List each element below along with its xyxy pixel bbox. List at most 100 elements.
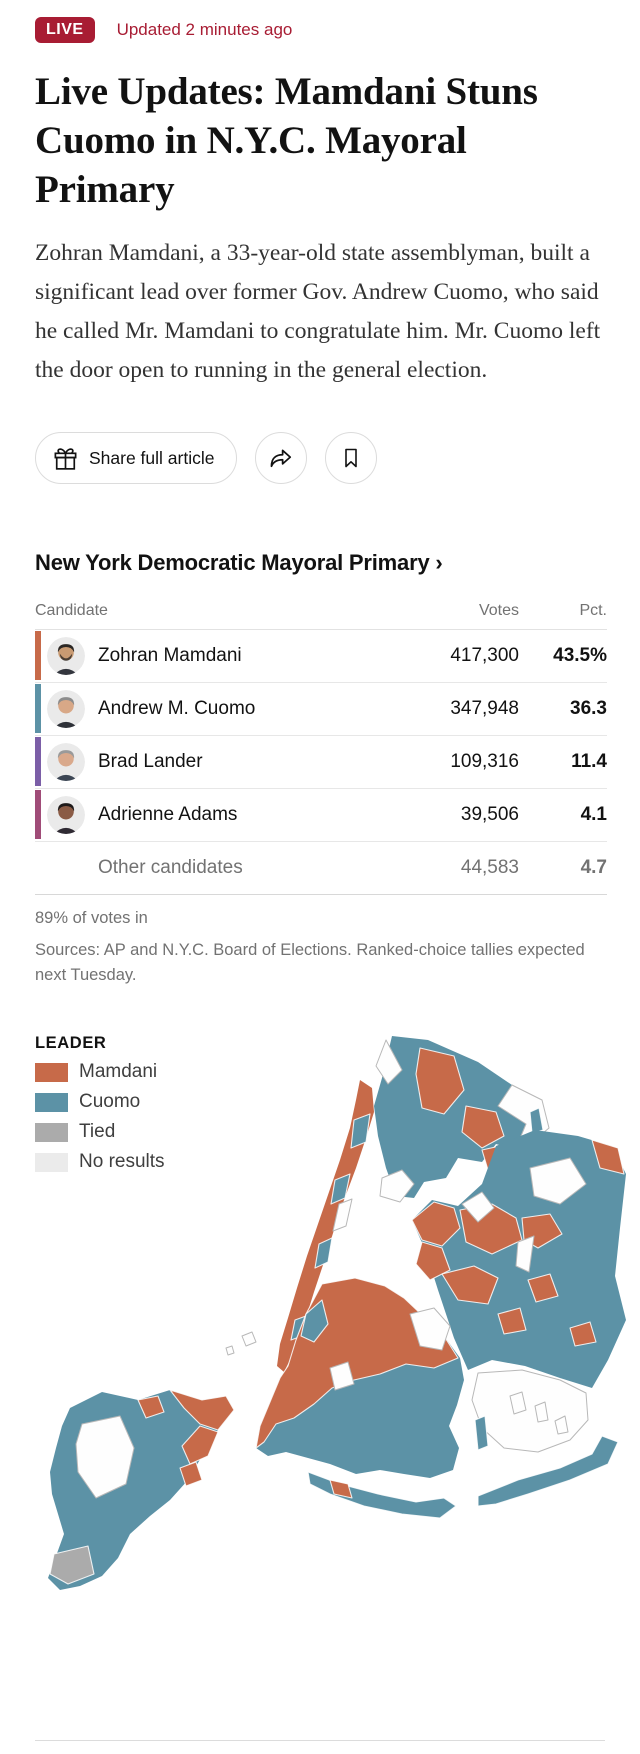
legend-item-none: No results — [35, 1151, 165, 1173]
results-table-header: Candidate Votes Pct. — [35, 602, 607, 631]
map-region-cuomo — [474, 1415, 489, 1451]
map-region-empty — [409, 1307, 451, 1351]
legend-item-mamdani: Mamdani — [35, 1061, 165, 1083]
section-divider — [35, 1740, 605, 1741]
candidate-accent-bar — [35, 631, 41, 681]
map-legend: LEADER Mamdani Cuomo Tied No results — [35, 1034, 165, 1181]
map-region-cuomo — [374, 1036, 528, 1199]
candidate-accent-bar — [35, 684, 41, 734]
map-region-cuomo — [477, 1435, 619, 1507]
map-region-empty — [529, 1157, 587, 1205]
candidate-avatar — [47, 637, 85, 676]
map-region-empty — [225, 1345, 235, 1356]
results-map-module: LEADER Mamdani Cuomo Tied No results — [0, 1028, 640, 1618]
map-region-empty — [332, 1198, 353, 1232]
sources-note: Sources: AP and N.Y.C. Board of Election… — [35, 941, 585, 985]
legend-label: Cuomo — [79, 1091, 141, 1113]
column-header-votes: Votes — [478, 602, 519, 620]
column-header-pct: Pct. — [579, 602, 607, 620]
map-region-tied — [49, 1545, 95, 1585]
map-region-cuomo — [529, 1107, 544, 1134]
candidate-accent-bar — [35, 790, 41, 840]
legend-label: No results — [79, 1151, 165, 1173]
map-region-mamdani — [277, 1080, 374, 1373]
candidate-pct: 4.7 — [580, 857, 607, 879]
gift-icon — [52, 446, 79, 471]
candidate-name: Zohran Mamdani — [98, 645, 242, 667]
map-region-empty — [375, 1039, 403, 1085]
map-region-mamdani — [527, 1273, 559, 1303]
live-status-row: LIVE Updated 2 minutes ago — [35, 17, 607, 43]
map-region-empty — [329, 1361, 355, 1391]
map-region-mamdani — [441, 1265, 499, 1305]
map-region-empty — [471, 1369, 589, 1453]
legend-title: LEADER — [35, 1034, 107, 1053]
map-region-mamdani — [137, 1395, 165, 1419]
page-title: Live Updates: Mamdani Stuns Cuomo in N.Y… — [35, 70, 538, 212]
legend-label: Mamdani — [79, 1061, 158, 1083]
map-region-cuomo — [330, 1173, 351, 1205]
candidate-avatar — [47, 690, 85, 729]
table-row: Adrienne Adams 39,506 4.1 — [35, 789, 607, 843]
candidate-votes: 347,948 — [450, 698, 519, 720]
legend-label: Tied — [79, 1121, 116, 1143]
legend-item-cuomo: Cuomo — [35, 1091, 165, 1113]
votes-in-footnote: 89% of votes in — [35, 909, 148, 928]
map-region-mamdani — [181, 1425, 219, 1465]
candidate-pct: 4.1 — [580, 804, 607, 826]
legend-swatch — [35, 1062, 68, 1082]
map-region-cuomo — [314, 1237, 333, 1269]
map-region-empty — [554, 1415, 569, 1435]
map-region-mamdani — [569, 1321, 597, 1347]
article-actions: Share full article — [35, 432, 607, 485]
candidate-votes: 417,300 — [450, 645, 519, 667]
map-region-empty — [509, 1391, 527, 1415]
map-region-cuomo — [350, 1113, 371, 1149]
candidate-votes: 109,316 — [450, 751, 519, 773]
candidate-pct: 43.5% — [553, 645, 607, 667]
election-results-module: New York Democratic Mayoral Primary › Ca… — [35, 550, 607, 988]
map-region-mamdani — [497, 1307, 527, 1335]
map-region-mamdani — [329, 1479, 353, 1499]
map-region-mamdani — [179, 1461, 203, 1487]
live-badge: LIVE — [35, 17, 95, 43]
map-region-cuomo — [307, 1471, 457, 1519]
share-button[interactable] — [255, 432, 308, 485]
legend-swatch — [35, 1152, 68, 1172]
chevron-right-icon: › — [435, 550, 443, 576]
map-region-empty — [534, 1401, 549, 1423]
map-region-empty — [461, 1191, 495, 1223]
results-table-body: Zohran Mamdani 417,300 43.5% Andrew M. Cuo… — [35, 630, 607, 894]
map-region-empty — [241, 1331, 257, 1347]
table-row: Zohran Mamdani 417,300 43.5% — [35, 630, 607, 684]
bookmark-icon — [339, 445, 363, 471]
map-region-mamdani — [415, 1047, 465, 1115]
precinct-results-map — [48, 1036, 626, 1591]
legend-swatch — [35, 1122, 68, 1142]
updated-timestamp: Updated 2 minutes ago — [116, 20, 293, 39]
article-summary: Zohran Mamdani, a 33-year-old state asse… — [35, 240, 601, 384]
candidate-avatar — [47, 796, 85, 835]
results-title-link[interactable]: New York Democratic Mayoral Primary › — [35, 550, 443, 576]
share-arrow-icon — [268, 446, 294, 470]
table-row: Andrew M. Cuomo 347,948 36.3 — [35, 683, 607, 737]
candidate-pct: 11.4 — [571, 751, 607, 773]
candidate-name: Brad Lander — [98, 751, 203, 773]
candidate-name: Other candidates — [98, 857, 243, 879]
map-region-empty — [379, 1169, 415, 1203]
column-header-candidate: Candidate — [35, 602, 108, 620]
map-region-mamdani — [411, 1201, 461, 1247]
share-full-article-button[interactable]: Share full article — [35, 432, 238, 485]
map-region-empty — [515, 1235, 535, 1273]
map-region-mamdani — [591, 1139, 625, 1175]
map-region-mamdani — [461, 1105, 505, 1149]
candidate-pct: 36.3 — [570, 698, 607, 720]
share-full-article-label: Share full article — [89, 447, 215, 468]
save-bookmark-button[interactable] — [325, 432, 378, 485]
candidate-name: Andrew M. Cuomo — [98, 698, 256, 720]
legend-swatch — [35, 1092, 68, 1112]
map-region-mamdani — [415, 1241, 451, 1281]
map-region-cuomo — [300, 1299, 329, 1343]
map-region-empty — [75, 1415, 135, 1499]
